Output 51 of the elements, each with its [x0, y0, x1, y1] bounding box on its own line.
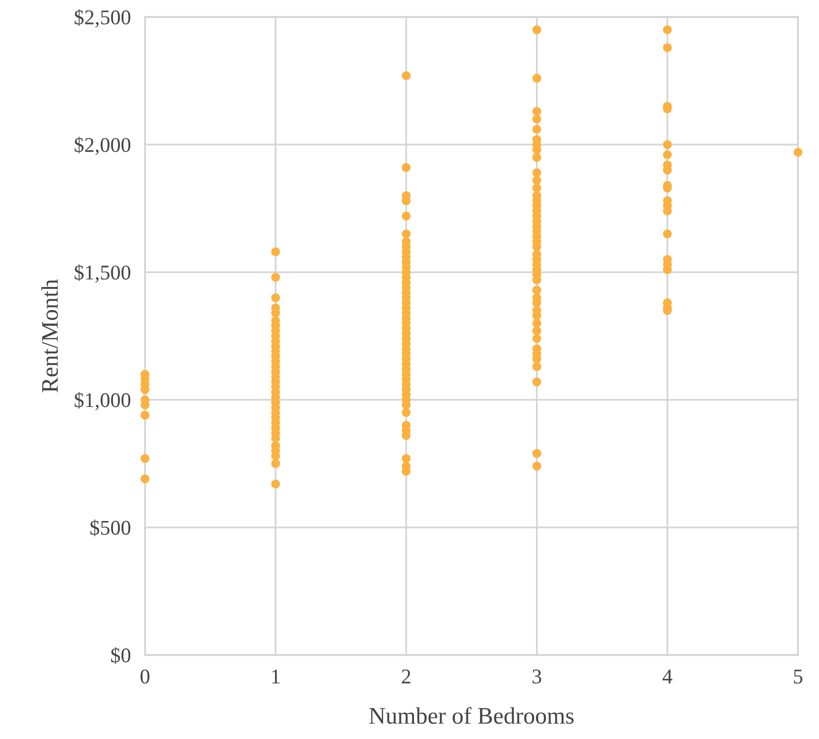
point	[271, 293, 280, 302]
y-tick-label: $1,500	[74, 264, 130, 283]
y-tick-label: $2,000	[74, 136, 130, 156]
point	[532, 449, 542, 458]
point	[271, 272, 280, 282]
point	[140, 410, 150, 420]
point	[271, 459, 280, 468]
point	[140, 454, 150, 463]
point	[402, 163, 411, 172]
y-axis-title: Rent/Month	[41, 279, 58, 392]
point	[794, 148, 802, 157]
point	[532, 107, 542, 116]
point	[532, 378, 542, 386]
point	[532, 114, 542, 124]
point	[532, 184, 542, 192]
y-tick-label: $500	[90, 520, 130, 536]
point	[532, 462, 542, 471]
point	[663, 230, 672, 238]
x-tick-label: 4	[662, 670, 672, 684]
point	[271, 247, 280, 256]
point	[663, 140, 672, 149]
point	[532, 362, 542, 372]
point	[532, 124, 542, 134]
point	[663, 25, 672, 34]
point	[532, 152, 542, 162]
point	[663, 43, 672, 52]
point	[532, 176, 542, 185]
point	[532, 25, 542, 34]
point	[402, 454, 411, 463]
x-tick-label: 0	[140, 669, 150, 684]
point	[532, 334, 542, 343]
y-tick-label: $0	[111, 647, 130, 664]
point	[532, 74, 542, 83]
point	[532, 326, 542, 336]
point	[402, 230, 411, 238]
point	[402, 71, 411, 80]
point	[402, 408, 411, 417]
x-tick-label: 1	[272, 670, 280, 684]
x-tick-label: 5	[794, 670, 802, 684]
x-axis-title: Number of Bedrooms	[369, 706, 574, 724]
point	[140, 474, 150, 484]
point	[663, 150, 672, 160]
x-tick-label: 2	[402, 670, 410, 684]
point	[402, 212, 411, 220]
y-tick-label: $1,000	[74, 392, 130, 410]
point	[532, 318, 542, 328]
x-tick-label: 3	[532, 670, 542, 684]
point	[532, 286, 542, 294]
y-tick-label: $2,500	[74, 9, 130, 28]
point	[532, 168, 542, 178]
point	[271, 480, 280, 488]
